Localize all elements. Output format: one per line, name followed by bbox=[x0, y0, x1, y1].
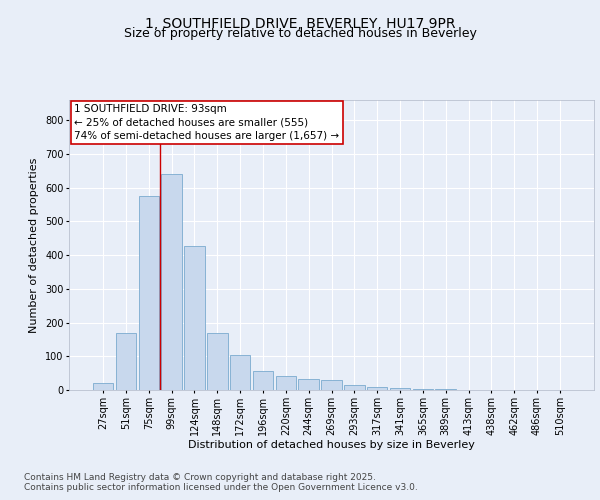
Text: Contains HM Land Registry data © Crown copyright and database right 2025.
Contai: Contains HM Land Registry data © Crown c… bbox=[24, 472, 418, 492]
Bar bbox=[139, 196, 159, 390]
Bar bbox=[275, 376, 296, 390]
Y-axis label: Number of detached properties: Number of detached properties bbox=[29, 158, 40, 332]
Bar bbox=[161, 174, 182, 390]
Bar bbox=[390, 388, 410, 390]
Text: 1 SOUTHFIELD DRIVE: 93sqm
← 25% of detached houses are smaller (555)
74% of semi: 1 SOUTHFIELD DRIVE: 93sqm ← 25% of detac… bbox=[74, 104, 340, 141]
Bar bbox=[184, 246, 205, 390]
Bar bbox=[253, 371, 273, 390]
Bar bbox=[230, 356, 250, 390]
Bar bbox=[207, 332, 227, 390]
Bar bbox=[413, 388, 433, 390]
Text: Size of property relative to detached houses in Beverley: Size of property relative to detached ho… bbox=[124, 28, 476, 40]
Text: 1, SOUTHFIELD DRIVE, BEVERLEY, HU17 9PR: 1, SOUTHFIELD DRIVE, BEVERLEY, HU17 9PR bbox=[145, 18, 455, 32]
Bar bbox=[93, 384, 113, 390]
X-axis label: Distribution of detached houses by size in Beverley: Distribution of detached houses by size … bbox=[188, 440, 475, 450]
Bar bbox=[321, 380, 342, 390]
Bar bbox=[344, 386, 365, 390]
Bar bbox=[298, 379, 319, 390]
Bar bbox=[367, 388, 388, 390]
Bar bbox=[116, 334, 136, 390]
